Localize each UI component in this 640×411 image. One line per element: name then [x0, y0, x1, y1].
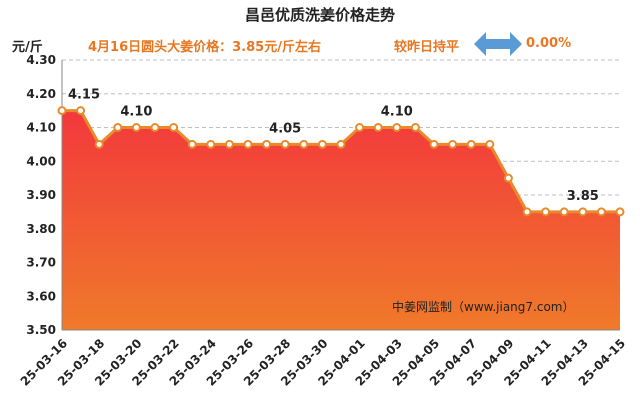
data-point [187, 139, 197, 149]
data-point [299, 139, 309, 149]
data-point [169, 123, 179, 132]
data-point [578, 207, 588, 217]
unit-label: 元/斤 [12, 40, 43, 55]
data-point [76, 106, 86, 116]
data-point [57, 106, 67, 116]
y-tick-label: 3.50 [26, 323, 56, 337]
y-tick-label: 4.10 [26, 121, 56, 135]
y-tick-label: 4.00 [26, 154, 56, 168]
compare-text: 较昨日持平 [394, 40, 460, 55]
data-label: 3.85 [567, 189, 599, 204]
chart-title: 昌邑优质洗姜价格走势 [244, 6, 395, 24]
data-point [131, 123, 141, 132]
data-point [522, 207, 532, 217]
data-label: 4.15 [68, 88, 100, 103]
data-point [262, 139, 272, 149]
data-point [373, 123, 383, 132]
data-point [355, 123, 365, 132]
data-point [150, 123, 160, 132]
y-tick-label: 3.70 [26, 256, 56, 270]
data-point [596, 207, 606, 217]
data-point [541, 207, 551, 217]
double-arrow-icon [474, 32, 522, 56]
data-point [429, 139, 439, 149]
data-point [466, 139, 476, 149]
data-point [615, 207, 625, 217]
data-point [94, 139, 104, 149]
data-label: 4.05 [269, 121, 301, 136]
data-label: 4.10 [381, 105, 413, 120]
y-tick-label: 3.60 [26, 289, 56, 303]
data-point [113, 123, 123, 132]
data-point [392, 123, 402, 132]
data-point [503, 173, 513, 183]
data-point [224, 139, 234, 149]
y-tick-label: 3.90 [26, 188, 56, 202]
data-point [559, 207, 569, 217]
data-point [485, 139, 495, 149]
watermark: 中姜网监制（www.jiang7.com） [392, 300, 575, 314]
price-info: 4月16日圆头大姜价格：3.85元/斤左右 [88, 40, 321, 55]
data-point [448, 139, 458, 149]
y-tick-label: 4.30 [26, 53, 56, 67]
data-point [243, 139, 253, 149]
y-tick-label: 4.20 [26, 87, 56, 101]
data-point [317, 139, 327, 149]
data-point [280, 139, 290, 149]
change-percent: 0.00% [526, 36, 572, 51]
data-label: 4.10 [120, 105, 152, 120]
data-point [206, 139, 216, 149]
y-tick-label: 3.80 [26, 222, 56, 236]
price-area-fill [62, 110, 620, 330]
data-point [410, 123, 420, 132]
data-point [336, 139, 346, 149]
double-arrow-shape [474, 32, 522, 56]
